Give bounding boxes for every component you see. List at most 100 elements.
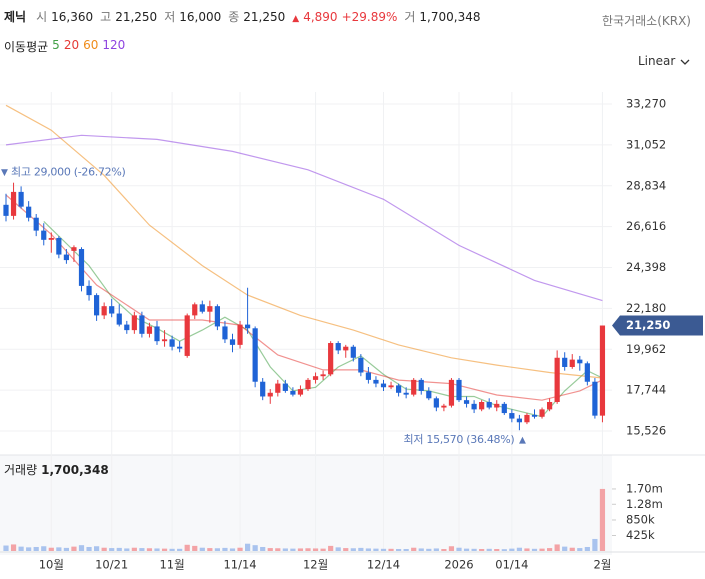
volume-bar bbox=[569, 547, 575, 551]
high-annotation: 최고 29,000 (-26.72%) bbox=[11, 166, 126, 179]
volume-panel bbox=[0, 455, 612, 555]
candle-body bbox=[388, 385, 394, 388]
x-tick-label: 01/14 bbox=[495, 558, 528, 572]
volume-bar bbox=[388, 548, 394, 551]
volume-bar bbox=[192, 545, 198, 551]
candle-body bbox=[297, 389, 304, 395]
x-tick-label: 11/14 bbox=[223, 558, 256, 572]
volume-bar bbox=[373, 548, 379, 551]
volume-bar bbox=[154, 548, 160, 551]
volume-bar bbox=[494, 548, 500, 551]
candle-body bbox=[18, 191, 24, 207]
volume-bar bbox=[592, 538, 598, 551]
candle-body bbox=[48, 237, 54, 240]
volume-bar bbox=[94, 546, 100, 551]
candle-body bbox=[577, 359, 583, 364]
volume-tick-label: 850k bbox=[626, 512, 655, 526]
volume-bar bbox=[358, 547, 364, 551]
scale-label[interactable]: Linear bbox=[638, 54, 676, 68]
volume-bar bbox=[26, 547, 32, 551]
volume-bar bbox=[71, 546, 77, 551]
volume-bar bbox=[599, 488, 606, 551]
volume-bar bbox=[229, 548, 236, 551]
legend-entry: 60 bbox=[83, 38, 99, 52]
volume-bar bbox=[282, 548, 288, 551]
volume-bar bbox=[509, 548, 515, 551]
volume-bar bbox=[501, 549, 507, 551]
volume-bar bbox=[260, 546, 266, 551]
candle-body bbox=[71, 247, 77, 251]
candle-body bbox=[252, 328, 258, 382]
candle-body bbox=[328, 343, 334, 375]
candle-body bbox=[109, 306, 115, 314]
candle-body bbox=[139, 315, 145, 334]
x-tick-label: 12월 bbox=[303, 558, 328, 572]
up-arrow: ▲ bbox=[292, 14, 300, 24]
volume-bar bbox=[312, 548, 319, 551]
y-tick-label: 33,270 bbox=[626, 96, 666, 110]
volume-bar bbox=[48, 547, 54, 551]
x-tick-label: 12/14 bbox=[367, 558, 400, 572]
volume-bar bbox=[124, 548, 130, 551]
candle-body bbox=[199, 304, 205, 312]
scale-toggle[interactable]: Linear bbox=[638, 54, 691, 68]
volume-bar bbox=[275, 548, 281, 551]
volume-bar bbox=[380, 548, 387, 551]
candle-body bbox=[539, 409, 545, 417]
candle-body bbox=[237, 324, 243, 345]
candle-body bbox=[260, 381, 266, 397]
volume-bar bbox=[305, 548, 311, 551]
low-marker: ▲ bbox=[519, 436, 526, 446]
candle-body bbox=[214, 306, 220, 327]
field-label: 시 bbox=[36, 10, 48, 24]
candle-body bbox=[562, 357, 568, 367]
exchange: 한국거래소(KRX) bbox=[602, 14, 691, 28]
volume-bar bbox=[245, 543, 251, 551]
volume-bar bbox=[441, 548, 447, 551]
x-tick-label: 2월 bbox=[593, 558, 611, 572]
volume-bar bbox=[33, 546, 39, 551]
volume-bar bbox=[433, 548, 439, 551]
candle-body bbox=[433, 398, 439, 408]
candle-body bbox=[290, 390, 296, 395]
volume-bar bbox=[222, 547, 228, 551]
candle-body bbox=[154, 326, 160, 342]
candle-body bbox=[86, 285, 92, 296]
ma-title: 이동평균 bbox=[4, 40, 49, 54]
candle-body bbox=[448, 379, 455, 406]
chevron[interactable] bbox=[679, 58, 691, 66]
stock-name: 제닉 bbox=[4, 10, 27, 24]
volume-bar bbox=[297, 548, 304, 551]
ma-line bbox=[5, 194, 603, 401]
volume-bar bbox=[396, 548, 402, 551]
candle-body bbox=[33, 217, 39, 231]
volume-label: 거 bbox=[404, 10, 416, 24]
candle-body bbox=[41, 230, 47, 240]
volume-bar bbox=[426, 548, 432, 551]
volume-bar bbox=[3, 545, 9, 551]
candle-body bbox=[3, 204, 9, 216]
volume-bar bbox=[448, 546, 455, 551]
candle-body bbox=[207, 306, 213, 312]
volume-bar bbox=[207, 548, 213, 551]
low-annotation: 최저 15,570 (36.48%) bbox=[404, 433, 515, 446]
candle-body bbox=[146, 326, 153, 334]
candle-body bbox=[222, 326, 228, 340]
header: 제닉 시 16,360 고 21,250 저 16,000 종 21,250 ▲ 4,890 +29… bbox=[4, 8, 481, 25]
volume-bar bbox=[539, 548, 545, 551]
volume-bar bbox=[161, 548, 168, 551]
y-tick-label: 22,180 bbox=[626, 301, 666, 315]
candle-body bbox=[456, 379, 462, 401]
y-tick-label: 31,052 bbox=[626, 137, 666, 151]
field-label: 종 bbox=[228, 10, 240, 24]
candle-body bbox=[63, 254, 69, 261]
candle-body bbox=[320, 374, 326, 377]
volume-bar bbox=[101, 547, 107, 551]
legend-entry: 5 bbox=[52, 38, 60, 52]
volume-bar bbox=[531, 548, 538, 551]
field-value: 21,250 bbox=[243, 10, 286, 24]
volume-tick-label: 1.28m bbox=[626, 497, 663, 511]
candle-body bbox=[131, 315, 137, 331]
candle-body bbox=[463, 400, 470, 404]
